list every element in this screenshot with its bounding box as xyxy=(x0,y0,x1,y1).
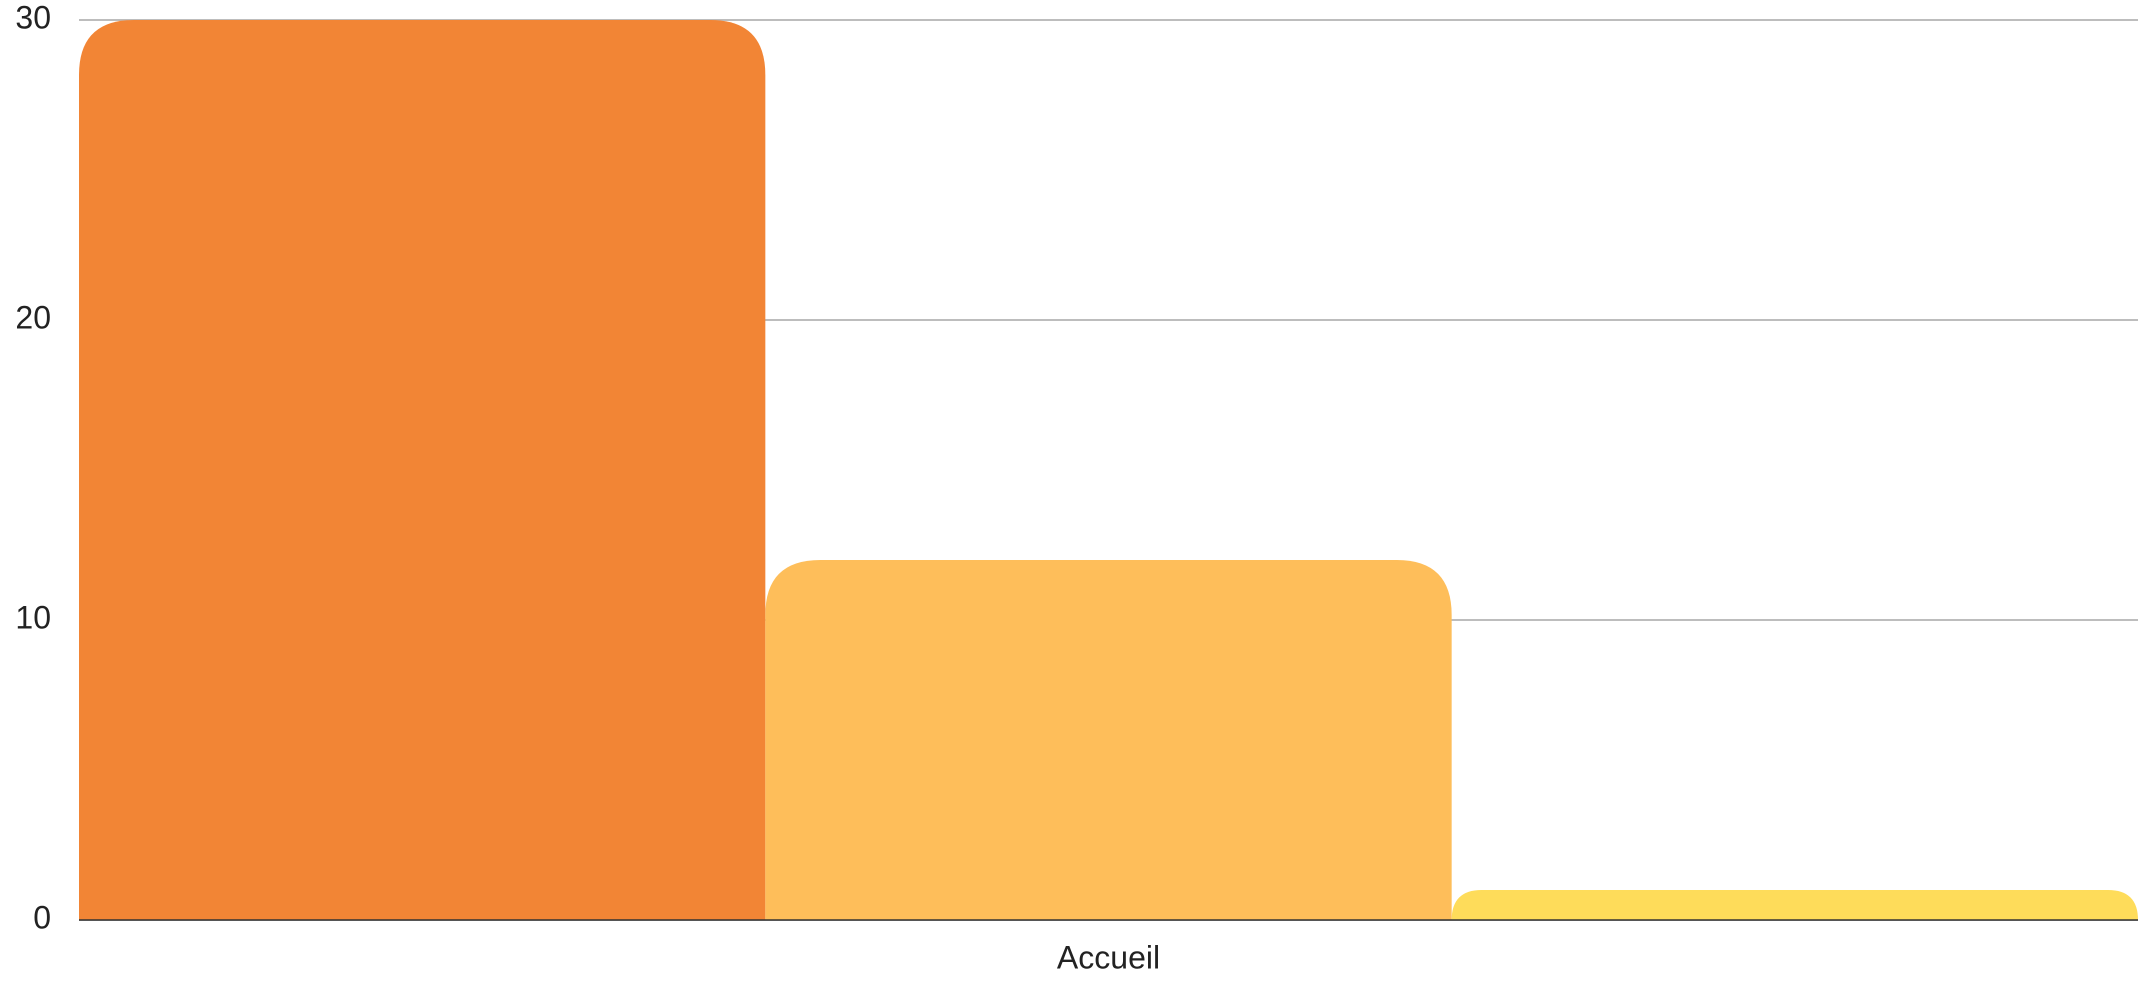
bar xyxy=(765,560,1452,920)
y-tick-label: 10 xyxy=(15,599,51,635)
bar xyxy=(79,20,766,920)
y-tick-label: 20 xyxy=(15,299,51,335)
y-tick-label: 0 xyxy=(33,899,51,935)
y-tick-label: 30 xyxy=(15,0,51,35)
x-tick-label: Accueil xyxy=(1057,939,1160,975)
bar xyxy=(1451,890,2138,920)
